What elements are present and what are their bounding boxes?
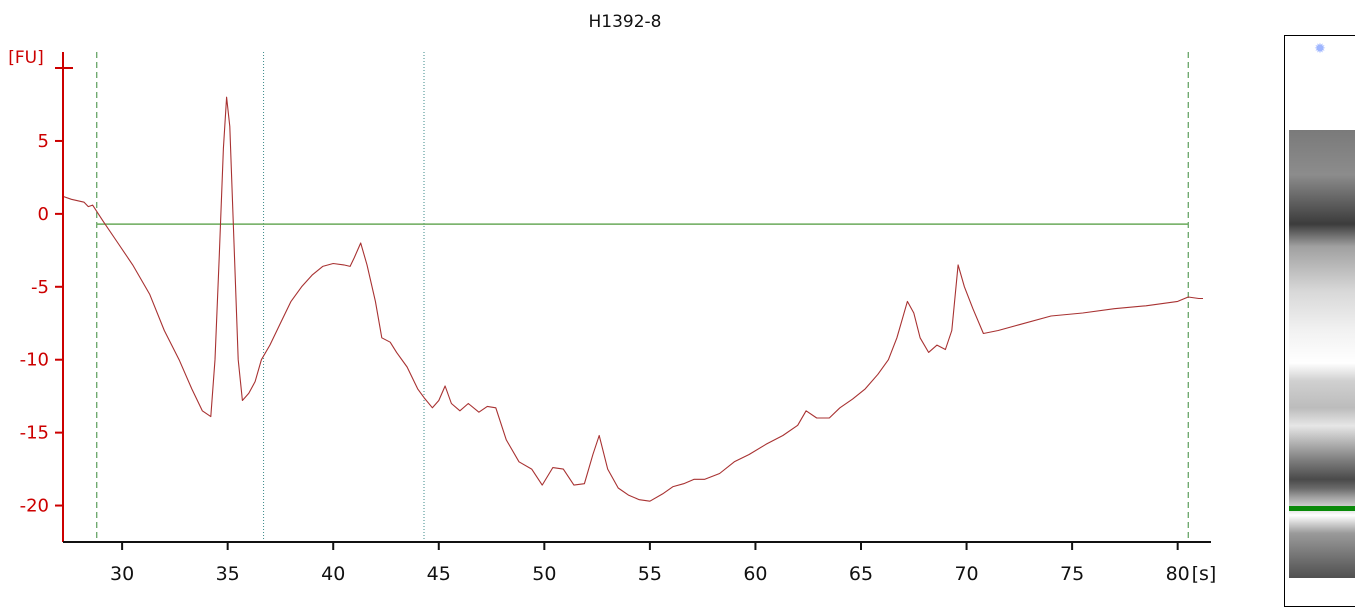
y-tick-label-4: -15 (20, 423, 49, 444)
y-tick-label-5: -20 (20, 496, 49, 517)
y-tick-label-2: -5 (31, 277, 49, 298)
y-tick-label-1: 0 (38, 204, 49, 225)
x-tick-label-1: 35 (216, 563, 240, 585)
y-tick-label-3: -10 (20, 350, 49, 371)
chart-title: H1392-8 (589, 12, 662, 32)
x-tick-label-7: 65 (849, 563, 873, 585)
x-tick-label-8: 70 (954, 563, 978, 585)
x-tick-label-3: 45 (427, 563, 451, 585)
x-tick-label-5: 55 (638, 563, 662, 585)
gel-marker-band (1289, 506, 1355, 512)
gel-lane (1289, 130, 1355, 578)
x-tick-label-10: 80 (1166, 563, 1190, 585)
y-tick-label-0: 5 (38, 131, 49, 152)
x-tick-label-9: 75 (1060, 563, 1084, 585)
x-tick-label-6: 60 (743, 563, 767, 585)
x-axis-label: [s] (1192, 563, 1217, 585)
y-axis-label: [FU] (8, 48, 44, 68)
signal-trace-line-0 (62, 96, 1203, 502)
x-tick-label-0: 30 (110, 563, 134, 585)
gel-image-panel: ✹ (1284, 35, 1355, 607)
x-tick-label-4: 50 (532, 563, 556, 585)
x-tick-label-2: 40 (321, 563, 345, 585)
marker-dot-icon: ✹ (1314, 41, 1326, 57)
